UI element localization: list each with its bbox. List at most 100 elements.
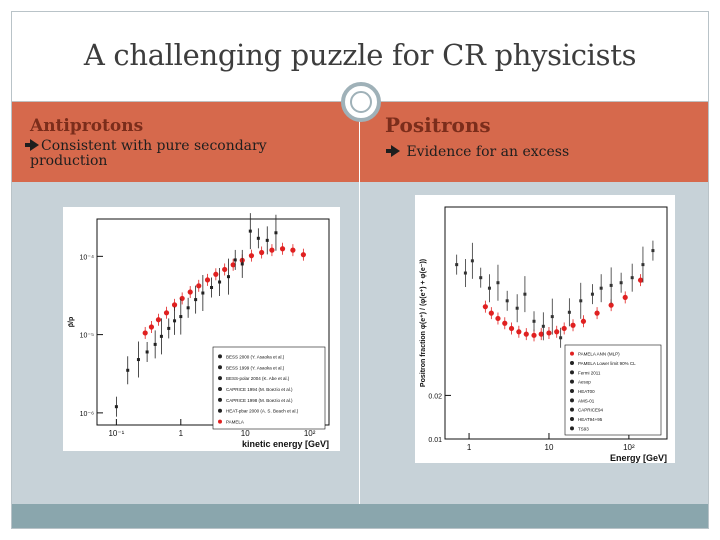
- legend-marker: [570, 351, 574, 356]
- y-tick-label: 10⁻⁴: [80, 254, 95, 261]
- data-point: [523, 292, 527, 296]
- data-point: [142, 330, 148, 336]
- right-arrow-icon: [386, 145, 400, 157]
- data-point: [167, 326, 171, 330]
- legend-marker: [218, 354, 222, 359]
- legend-marker: [570, 361, 574, 365]
- positron-fraction-svg: 1 10 10² 0.01 0.02 Energy [GeV] Positron fract…: [420, 206, 668, 463]
- data-point: [580, 318, 587, 324]
- legend-marker: [570, 407, 574, 412]
- antiprotons-bullet: Consistent with pure secondary productio…: [25, 138, 330, 169]
- data-point: [470, 259, 474, 263]
- data-point: [126, 368, 130, 372]
- data-point: [233, 258, 237, 262]
- antiprotons-bullet-text: Consistent with pure secondary productio…: [30, 138, 267, 169]
- data-point: [196, 283, 202, 289]
- column-divider: [359, 102, 360, 504]
- data-point: [495, 315, 501, 322]
- legend-marker: [218, 397, 222, 402]
- data-point: [599, 286, 603, 290]
- data-point: [240, 262, 244, 266]
- plot-frame: [444, 206, 668, 440]
- data-point: [531, 332, 537, 338]
- data-point: [579, 299, 583, 303]
- data-point: [538, 331, 544, 337]
- data-point: [546, 330, 552, 336]
- legend-entry: Fermi 2011: [578, 370, 601, 375]
- legend-marker: [218, 365, 222, 370]
- legend-entry: BESS 1999 (Y. Asaoka et al.): [226, 365, 285, 370]
- legend-entry: CAPRICE 1998 (M. Boezio et al.): [226, 398, 293, 403]
- legend-marker: [218, 408, 222, 413]
- data-point: [290, 247, 296, 253]
- x-axis-label: Energy [GeV]: [610, 453, 667, 463]
- data-point: [179, 315, 183, 319]
- y-axis-label: p̄/p: [67, 317, 75, 328]
- x-tick-label: 10²: [623, 443, 635, 452]
- positron-fraction-plot: 1 10 10² 0.01 0.02 Energy [GeV] Positron fract…: [415, 195, 675, 463]
- legend-entry: PAMELA Lower limit 90% CL: [578, 361, 636, 366]
- x-tick-label: 10²: [304, 429, 316, 438]
- positrons-bullet-text: Evidence for an excess: [406, 144, 570, 160]
- legend-entry: TS93: [578, 426, 589, 431]
- data-point: [187, 289, 193, 295]
- legend-entry: HEAT94+95: [578, 417, 603, 422]
- legend-marker: [570, 426, 574, 431]
- data-point: [570, 322, 576, 328]
- data-point: [608, 302, 614, 308]
- y-axis-label: Positron fraction φ(e⁺) / (φ(e⁺) + φ(e⁻)…: [420, 259, 427, 387]
- data-point: [541, 324, 545, 328]
- legend-entry: AMS-01: [578, 398, 595, 403]
- data-point: [532, 319, 536, 323]
- data-point: [248, 253, 255, 259]
- legend-entry: Aesop: [578, 380, 591, 385]
- data-point: [502, 320, 508, 326]
- data-point: [259, 249, 265, 256]
- legend-marker: [218, 387, 222, 391]
- data-point: [210, 285, 214, 289]
- legend-marker: [570, 379, 574, 384]
- legend-entry: BESS-polar 2004 (K. Abe et al.): [226, 376, 290, 381]
- decorative-ring-icon: [341, 82, 381, 122]
- data-point: [148, 324, 155, 330]
- antiprotons-heading: Antiprotons: [30, 116, 144, 136]
- legend-box: [212, 346, 326, 430]
- slide-title: A challenging puzzle for CR physicists: [83, 38, 637, 72]
- legend-entry: HEAT00: [578, 389, 595, 394]
- data-point: [256, 236, 260, 240]
- x-tick-label: 1: [179, 429, 184, 438]
- data-point: [561, 325, 567, 332]
- legend-entry: PAMELA ANN (MLP): [578, 352, 620, 357]
- data-point: [300, 252, 306, 258]
- data-point: [114, 405, 118, 409]
- data-point: [173, 319, 177, 323]
- data-point: [204, 277, 211, 283]
- data-point: [479, 276, 483, 280]
- data-point: [269, 247, 275, 253]
- data-point: [222, 266, 228, 273]
- legend-entry: PAMELA: [226, 420, 244, 425]
- data-point: [554, 329, 560, 335]
- data-point: [179, 295, 185, 302]
- footer-bar: [12, 504, 708, 528]
- data-point: [609, 283, 613, 287]
- legend-entry: CAPRICE 1994 (M. Boezio et al.): [226, 387, 293, 392]
- data-point: [213, 271, 219, 277]
- data-point: [274, 231, 278, 235]
- legend-entry: CAPRICE94: [578, 408, 604, 413]
- data-point: [505, 299, 509, 303]
- legend-marker: [570, 398, 574, 403]
- data-point: [186, 306, 190, 310]
- data-point: [171, 302, 178, 308]
- data-point: [230, 262, 236, 268]
- data-point: [136, 358, 140, 362]
- data-point: [201, 291, 205, 295]
- data-point: [590, 292, 594, 296]
- data-point: [630, 276, 634, 280]
- x-tick-label: 10: [241, 429, 250, 438]
- data-point: [619, 281, 623, 285]
- slide-frame: [11, 11, 709, 529]
- data-point: [559, 336, 563, 340]
